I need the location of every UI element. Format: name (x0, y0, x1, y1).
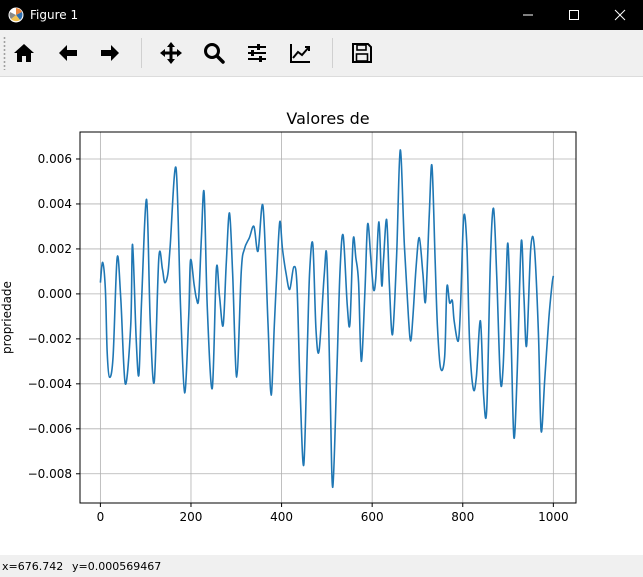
y-tick-label: 0.006 (38, 152, 72, 166)
x-tick-label: 0 (97, 510, 105, 524)
magnifier-icon (204, 43, 225, 64)
chart-title: Valores de (286, 109, 369, 128)
edit-axis-button[interactable] (284, 37, 316, 69)
zoom-button[interactable] (198, 37, 230, 69)
pan-button[interactable] (155, 37, 187, 69)
back-button[interactable] (52, 37, 84, 69)
y-axis-label: propriedade (0, 281, 14, 354)
cursor-x-readout: x=676.742 (2, 560, 64, 573)
configure-subplots-button[interactable] (241, 37, 273, 69)
arrow-right-icon (101, 45, 119, 61)
matplotlib-logo-icon (8, 7, 24, 23)
x-tick-label: 200 (180, 510, 203, 524)
close-button[interactable] (597, 0, 643, 30)
x-tick-label: 400 (270, 510, 293, 524)
line-chart-icon (290, 44, 310, 63)
arrow-left-icon (59, 45, 77, 61)
window-title: Figure 1 (30, 8, 79, 22)
floppy-disk-icon (352, 43, 372, 63)
move-icon (160, 42, 182, 64)
x-tick-label: 800 (451, 510, 474, 524)
y-tick-label: 0.004 (38, 197, 72, 211)
y-tick-label: −0.004 (28, 377, 72, 391)
status-bar: x=676.742 y=0.000569467 (0, 555, 643, 577)
sliders-icon (248, 44, 266, 62)
chart[interactable]: 0 200 400 600 800 1000 −0.008 −0.006 −0.004 −0.00… (0, 77, 643, 555)
minimize-icon (523, 14, 533, 16)
y-tick-label: −0.008 (28, 467, 72, 481)
axes-frame (79, 131, 577, 504)
x-tick-label: 1000 (538, 510, 569, 524)
window-titlebar: Figure 1 (0, 0, 643, 30)
home-button[interactable] (8, 37, 40, 69)
save-button[interactable] (346, 37, 378, 69)
cursor-y-readout: y=0.000569467 (72, 560, 162, 573)
figure-canvas[interactable]: 0 200 400 600 800 1000 −0.008 −0.006 −0.004 −0.00… (0, 77, 643, 555)
maximize-icon (569, 10, 579, 20)
y-tick-label: 0.002 (38, 242, 72, 256)
forward-button[interactable] (94, 37, 126, 69)
y-tick-label: 0.000 (38, 287, 72, 301)
home-icon (14, 44, 34, 62)
close-icon (614, 9, 626, 21)
y-tick-label: −0.006 (28, 422, 72, 436)
navigation-toolbar (0, 30, 643, 77)
maximize-button[interactable] (551, 0, 597, 30)
minimize-button[interactable] (505, 0, 551, 30)
y-tick-label: −0.002 (28, 332, 72, 346)
toolbar-grip[interactable] (3, 36, 6, 70)
x-tick-label: 600 (361, 510, 384, 524)
toolbar-separator (332, 38, 333, 68)
toolbar-separator (141, 38, 142, 68)
series-line (99, 149, 555, 489)
